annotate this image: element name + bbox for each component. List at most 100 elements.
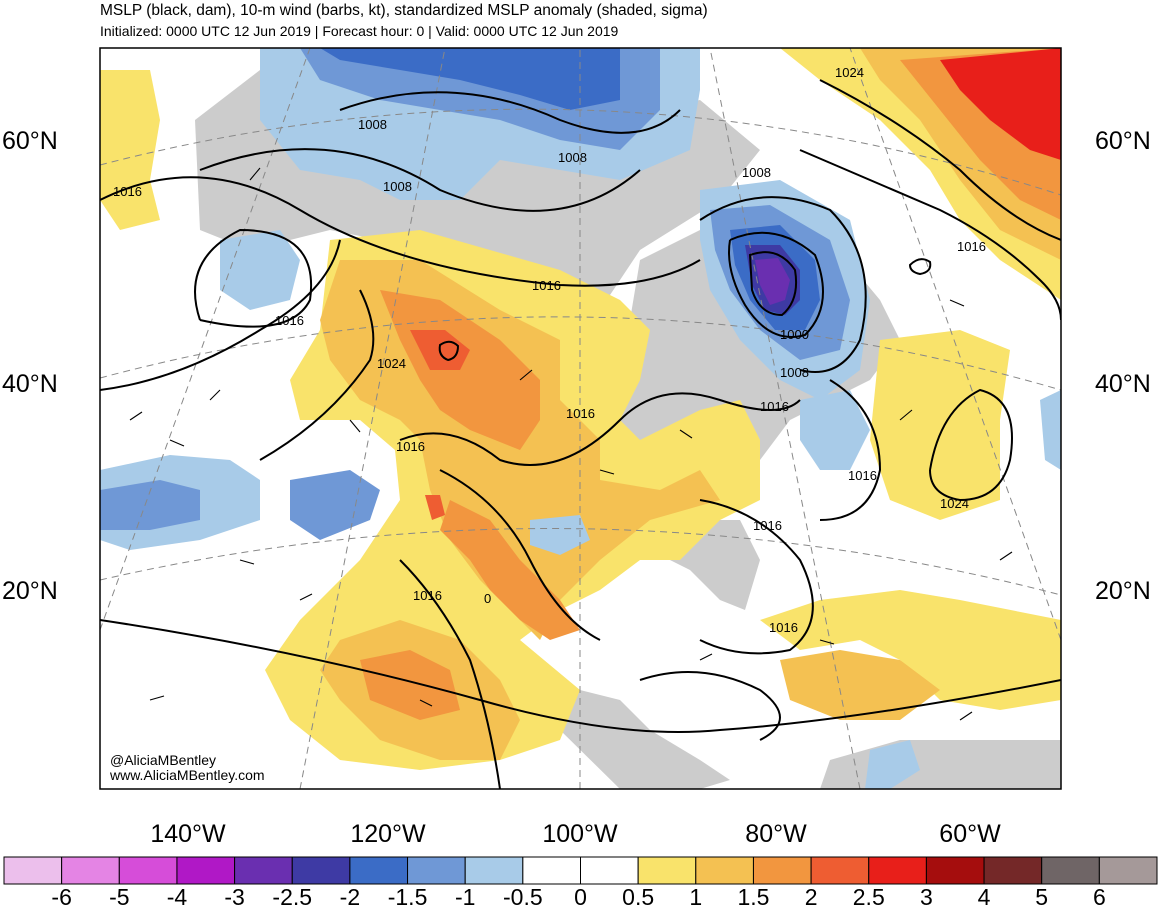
isobar-label: 1008 <box>780 365 809 380</box>
colorbar-tick-label: 2.5 <box>852 884 885 910</box>
isobar-1008-north2 <box>339 91 681 134</box>
lon-label-60w: 60°W <box>939 820 1001 848</box>
wind-barb <box>129 411 143 421</box>
colorbar-tick-label: 6 <box>1092 884 1106 910</box>
isobar-1016-westcoast <box>399 392 801 466</box>
colorbar <box>3 856 1158 885</box>
colorbar-tick-label: -2.5 <box>272 884 313 910</box>
wind-barb <box>899 409 913 421</box>
anomaly-pos-dark-orange-mexico <box>440 500 580 640</box>
colorbar-tick-label: -1 <box>454 884 476 910</box>
isobar-label: 1000 <box>780 327 809 342</box>
map-frame <box>99 47 1062 790</box>
credit-website: www.AliciaMBentley.com <box>110 767 265 783</box>
graticule-lat-60 <box>100 108 1061 196</box>
lat-label-20n-left: 20°N <box>2 577 58 605</box>
isobar-1016-south <box>100 619 1061 733</box>
wind-barb <box>209 389 221 401</box>
colorbar-swatch <box>349 856 409 885</box>
isobar-label: 1016 <box>413 588 442 603</box>
colorbar-tick-label: -3 <box>224 884 245 910</box>
wind-barb <box>249 167 261 181</box>
graticule-lon-60w <box>849 48 1061 641</box>
wind-barb <box>299 593 313 601</box>
anomaly-neg-blue-pacific <box>100 480 200 530</box>
colorbar-swatch <box>1041 856 1100 885</box>
isobar-label: 1016 <box>769 620 798 635</box>
wind-barb <box>999 551 1013 561</box>
isobar-label: 1016 <box>566 406 595 421</box>
isobar-1016-caribbean <box>639 671 781 741</box>
wind-barb <box>599 469 615 475</box>
isobar-label: 1016 <box>275 313 304 328</box>
colorbar-swatch <box>810 856 870 885</box>
credit-handle: @AliciaMBentley <box>110 752 217 768</box>
wind-barb <box>149 695 165 701</box>
high-center-small <box>908 258 932 276</box>
isobar-label: 1008 <box>742 165 771 180</box>
isobar-label: 1016 <box>396 439 425 454</box>
lat-label-40n-left: 40°N <box>2 370 58 398</box>
isobar-1016-midwest <box>439 469 601 641</box>
anomaly-neg-lightblue-small1 <box>530 515 590 555</box>
colorbar-swatch <box>925 856 985 885</box>
isobar-1016-east <box>819 379 882 521</box>
lon-label-100w: 100°W <box>542 820 618 848</box>
anomaly-pos-red-baja <box>425 495 445 520</box>
isobar-label: 1008 <box>383 179 412 194</box>
colorbar-swatch <box>522 856 581 885</box>
colorbar-swatch <box>407 856 466 885</box>
chart-subtitle: Initialized: 0000 UTC 12 Jun 2019 | Fore… <box>100 23 619 39</box>
colorbar-tick-label: 0 <box>574 884 587 910</box>
anomaly-neg-lightblue-east <box>1040 390 1061 470</box>
anomaly-neg-darkblue-north <box>320 48 620 110</box>
colorbar-swatch <box>234 856 293 885</box>
colorbar-tick-label: 3 <box>919 884 933 910</box>
colorbar-swatch <box>118 856 178 885</box>
colorbar-tick-label: 4 <box>977 884 991 910</box>
colorbar-tick-label: -2 <box>339 884 361 910</box>
anomaly-neg-lightblue-pacific2 <box>290 470 380 540</box>
colorbar-tick-label: 0.5 <box>622 884 655 910</box>
isobar-992-hudson <box>748 251 798 317</box>
colorbar-tick-label: -4 <box>166 884 188 910</box>
colorbar-tick-label: -1.5 <box>387 884 428 910</box>
isobar-label: 1016 <box>848 468 877 483</box>
lon-label-140w: 140°W <box>150 820 226 848</box>
anomaly-neg-lightblue-atlantic <box>800 390 870 470</box>
isobar-label: 0 <box>484 591 491 606</box>
anomaly-neg-lightblue-gulfalaska <box>220 230 300 310</box>
colorbar-tick-label: -5 <box>109 884 130 910</box>
wind-barb <box>699 653 713 661</box>
lat-label-60n-left: 60°N <box>2 127 58 155</box>
anomaly-pos-yellow-atlantic <box>760 590 1061 710</box>
isobar-label: 1016 <box>113 184 142 199</box>
anomaly-neg-lightblue-caribbean <box>865 740 920 789</box>
colorbar-swatch <box>464 856 524 885</box>
colorbar-swatch <box>176 856 236 885</box>
wind-barb <box>949 299 965 307</box>
colorbar-swatch <box>983 856 1043 885</box>
isobar-1016-atlantic <box>699 499 814 655</box>
anomaly-pos-yellow-nw <box>100 70 160 230</box>
lat-label-20n-right: 20°N <box>1095 577 1151 605</box>
anomaly-neg-purple-hudson <box>755 258 790 305</box>
isobar-1008-north <box>199 148 641 212</box>
isobar-label: 1016 <box>760 399 789 414</box>
anomaly-pos-red-ne <box>940 48 1061 160</box>
colorbar-tick-label: -0.5 <box>503 884 543 910</box>
isobar-label: 1008 <box>358 117 387 132</box>
anomaly-pos-orange-caribbean <box>780 650 940 720</box>
colorbar-swatch <box>3 856 63 885</box>
isobar-1016-pacific <box>100 239 341 391</box>
colorbar-tick-label: -6 <box>51 884 72 910</box>
wind-barb <box>519 369 533 381</box>
anomaly-pos-yellow-east <box>870 330 1010 520</box>
graticule-lat-20 <box>100 528 1061 596</box>
colorbar-tick-label: 1.5 <box>737 884 770 910</box>
isobar-1016-north <box>100 176 701 287</box>
anomaly-pos-dark-orange-pacific <box>360 650 460 720</box>
isobar-1024-west <box>259 289 375 461</box>
colorbar-swatch <box>637 856 697 885</box>
isobar-1008-hudson <box>699 196 867 373</box>
